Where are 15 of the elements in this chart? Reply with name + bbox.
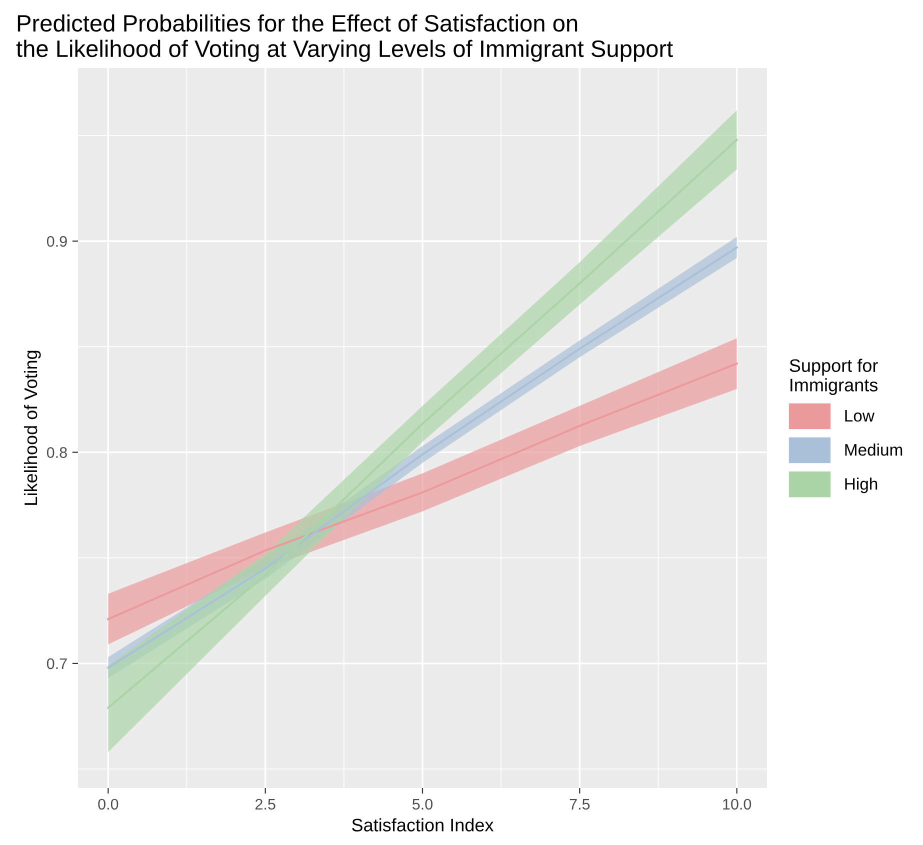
y-tick-label: 0.7 xyxy=(46,658,67,670)
x-tick-label: 0.0 xyxy=(98,798,118,810)
legend-label: Low xyxy=(845,410,875,422)
x-tick-label: 2.5 xyxy=(255,798,276,810)
x-axis-title: Satisfaction Index xyxy=(352,818,494,832)
y-tick-label: 0.9 xyxy=(46,236,67,247)
y-axis-title: Likelihood of Voting xyxy=(24,350,41,505)
x-tick-label: 5.0 xyxy=(412,798,433,810)
legend-label: Medium xyxy=(845,444,902,456)
legend-title: Support for Immigrants xyxy=(790,358,878,396)
chart-title: Predicted Probabilities for the Effect of Satisfaction on the Likelihood of Voting at Varying Levels of Immigrant Support xyxy=(16,14,673,62)
y-tick-label: 0.8 xyxy=(46,447,67,458)
legend-label: High xyxy=(845,478,878,494)
x-tick-label: 7.5 xyxy=(570,798,590,810)
x-tick-label: 10.0 xyxy=(723,798,752,810)
